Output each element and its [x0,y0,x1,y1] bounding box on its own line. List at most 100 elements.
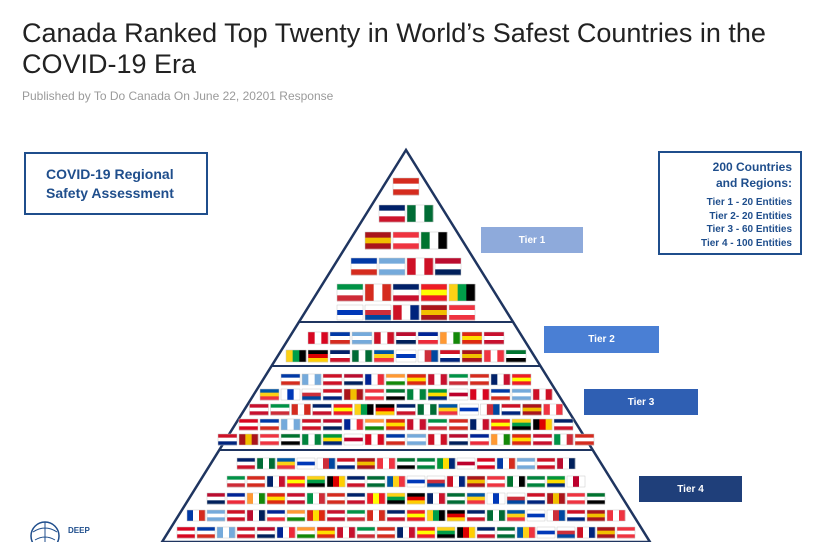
country-flag [392,231,420,250]
country-flag [333,403,353,416]
summary-tier-4: Tier 4 - 100 Entities [701,237,792,249]
country-flag [392,177,420,196]
country-flag [522,403,542,416]
assessment-title-line2: Safety Assessment [46,184,174,201]
country-flag [396,457,416,470]
country-flag [553,433,574,446]
country-flag [336,283,364,302]
country-flag [350,257,378,276]
country-flag [246,492,266,505]
country-flag [316,526,336,539]
country-flag [516,457,536,470]
country-flag [490,388,511,401]
country-flag [556,526,576,539]
country-flag [376,457,396,470]
country-flag [306,492,326,505]
country-flag [511,373,532,386]
country-flag [280,418,301,431]
country-flag [448,418,469,431]
country-flag [226,475,246,488]
country-flag [526,475,546,488]
country-flag [364,231,392,250]
country-flag [392,304,420,321]
country-flag [217,433,238,446]
country-flag [286,475,306,488]
country-flag [438,403,458,416]
country-flag [446,475,466,488]
country-flag [364,433,385,446]
country-flag [490,418,511,431]
country-flag [526,492,546,505]
country-flag [301,418,322,431]
country-flag [343,433,364,446]
country-flag [506,509,526,522]
country-flag [256,526,276,539]
country-flag [226,509,246,522]
country-flag [306,509,326,522]
country-flag [490,433,511,446]
country-flag [566,475,586,488]
country-flag [373,331,395,345]
globe-brain-icon [30,521,60,542]
country-flag [546,509,566,522]
country-flag [574,433,595,446]
country-flag [296,457,316,470]
deep-knowledge-logo: DEEP [26,520,146,542]
country-flag [351,331,373,345]
country-flag [396,526,416,539]
country-flag [606,509,626,522]
country-flag [306,475,326,488]
country-flag [427,433,448,446]
country-flag [296,526,316,539]
country-flag [406,204,434,223]
country-flag [343,418,364,431]
country-flag [416,457,436,470]
country-flag [286,509,306,522]
country-flag [546,475,566,488]
country-flag [501,403,521,416]
country-flag [426,475,446,488]
flag-pyramid [160,147,652,542]
country-flag [490,373,511,386]
country-flag [448,283,476,302]
country-flag [266,475,286,488]
country-flag [436,457,456,470]
country-flag [486,475,506,488]
country-flag [249,403,269,416]
country-flag [406,509,426,522]
country-flag [301,388,322,401]
country-flag [461,331,483,345]
country-flag [386,509,406,522]
country-flag [366,492,386,505]
article-byline: Published by To Do Canada On June 22, 20… [22,89,334,103]
country-flag [406,433,427,446]
country-flag [532,433,553,446]
country-flag [280,373,301,386]
country-flag [364,373,385,386]
country-flag [532,418,553,431]
summary-tier-2: Tier 2- 20 Entities [709,210,792,222]
country-flag [354,403,374,416]
country-flag [553,418,574,431]
tier-3-label: Tier 3 [584,389,698,415]
country-flag [536,457,556,470]
country-flag [586,492,606,505]
country-flag [236,457,256,470]
country-flag [469,388,490,401]
country-flag [448,388,469,401]
country-flag [385,418,406,431]
country-flag [406,492,426,505]
country-flag [336,526,356,539]
country-flag [596,526,616,539]
assessment-title-line1: COVID-19 Regional [46,165,174,182]
country-flag [386,475,406,488]
country-flag [373,349,395,363]
country-flag [343,388,364,401]
country-flag [291,403,311,416]
country-flag [259,418,280,431]
country-flag [469,373,490,386]
country-flag [536,526,556,539]
country-flag [448,433,469,446]
country-flag [446,509,466,522]
country-flag [346,492,366,505]
